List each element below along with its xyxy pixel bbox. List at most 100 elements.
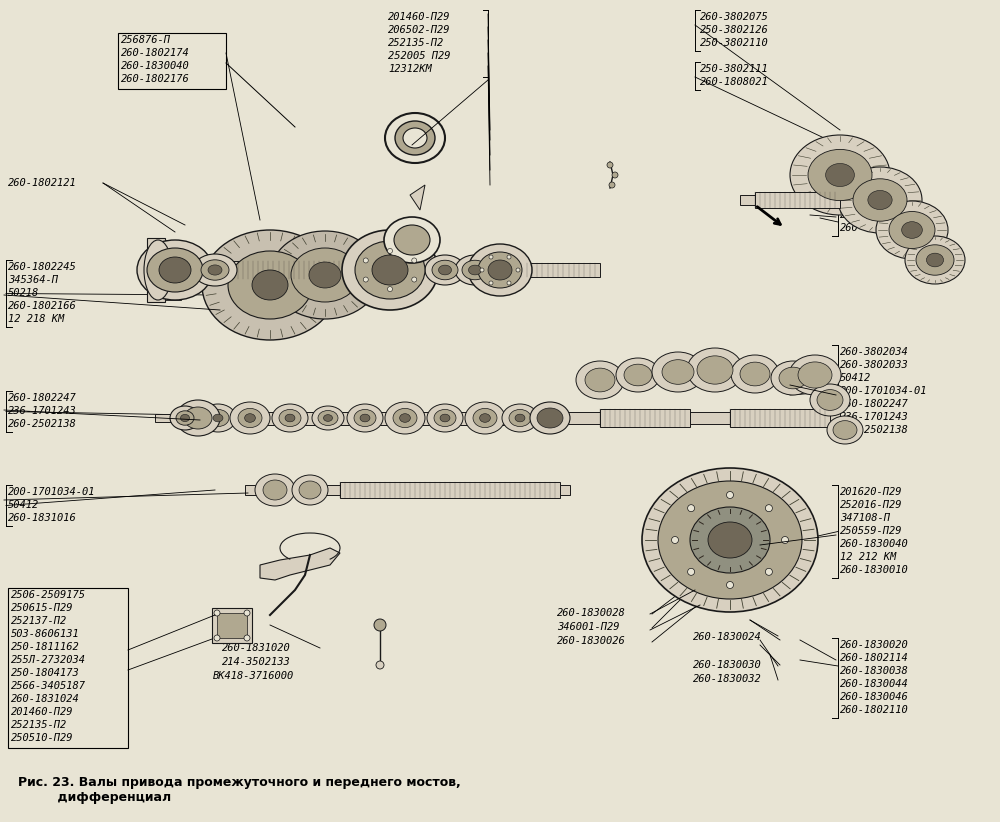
Circle shape bbox=[388, 287, 392, 292]
Circle shape bbox=[782, 537, 788, 543]
Text: 250559-П29: 250559-П29 bbox=[840, 526, 902, 536]
Text: 260-3802033: 260-3802033 bbox=[840, 360, 909, 370]
Text: 260-1802176: 260-1802176 bbox=[121, 74, 190, 84]
Text: 260-1831016: 260-1831016 bbox=[8, 513, 77, 523]
Text: 260-1802245: 260-1802245 bbox=[8, 262, 77, 272]
Ellipse shape bbox=[238, 409, 262, 427]
Text: 260-1808021: 260-1808021 bbox=[700, 77, 769, 87]
Ellipse shape bbox=[137, 240, 213, 300]
Ellipse shape bbox=[272, 404, 308, 432]
Text: 260-1830032: 260-1830032 bbox=[693, 674, 762, 684]
Ellipse shape bbox=[312, 406, 344, 430]
Circle shape bbox=[214, 635, 220, 641]
Circle shape bbox=[688, 505, 695, 511]
Text: 260-1831024: 260-1831024 bbox=[11, 694, 80, 704]
Ellipse shape bbox=[488, 260, 512, 280]
Text: 260-1830026: 260-1830026 bbox=[557, 636, 626, 646]
Circle shape bbox=[507, 255, 511, 259]
Text: 260-1802114: 260-1802114 bbox=[840, 653, 909, 663]
Text: 250615-П29: 250615-П29 bbox=[11, 603, 74, 613]
Text: 252135-П2: 252135-П2 bbox=[388, 38, 444, 48]
Ellipse shape bbox=[530, 402, 570, 434]
Circle shape bbox=[244, 610, 250, 616]
Text: 250-1804173: 250-1804173 bbox=[11, 668, 80, 678]
Ellipse shape bbox=[652, 352, 704, 392]
Text: 250-3802111: 250-3802111 bbox=[700, 64, 769, 74]
Ellipse shape bbox=[585, 368, 615, 392]
Circle shape bbox=[765, 505, 772, 511]
Text: 260-1802247: 260-1802247 bbox=[840, 399, 909, 409]
Ellipse shape bbox=[868, 191, 892, 210]
Ellipse shape bbox=[144, 240, 172, 300]
Ellipse shape bbox=[200, 404, 236, 432]
Ellipse shape bbox=[201, 260, 229, 280]
Circle shape bbox=[412, 277, 417, 282]
Ellipse shape bbox=[697, 356, 733, 384]
Ellipse shape bbox=[779, 367, 807, 389]
Circle shape bbox=[489, 281, 493, 285]
Ellipse shape bbox=[616, 358, 660, 392]
Text: 503-8606131: 503-8606131 bbox=[11, 629, 80, 639]
Ellipse shape bbox=[537, 408, 563, 428]
Text: 201460-П29: 201460-П29 bbox=[388, 12, 450, 22]
Ellipse shape bbox=[740, 363, 770, 386]
Text: 200-1701034-01: 200-1701034-01 bbox=[8, 487, 96, 497]
Ellipse shape bbox=[624, 364, 652, 386]
Ellipse shape bbox=[400, 413, 410, 423]
Ellipse shape bbox=[159, 257, 191, 283]
Text: 260-2502138: 260-2502138 bbox=[840, 425, 909, 435]
Polygon shape bbox=[410, 185, 425, 210]
Ellipse shape bbox=[576, 361, 624, 399]
Text: 260-1830028: 260-1830028 bbox=[557, 608, 626, 618]
Ellipse shape bbox=[889, 211, 935, 248]
Ellipse shape bbox=[434, 409, 456, 427]
Text: 260-1802206: 260-1802206 bbox=[840, 210, 909, 220]
Ellipse shape bbox=[432, 261, 458, 279]
Ellipse shape bbox=[180, 414, 190, 422]
Ellipse shape bbox=[473, 409, 497, 427]
Bar bbox=[208, 261, 490, 279]
Text: 256876-П: 256876-П bbox=[121, 35, 171, 45]
Ellipse shape bbox=[252, 270, 288, 300]
Text: 236-1701243: 236-1701243 bbox=[840, 412, 909, 422]
Ellipse shape bbox=[208, 265, 222, 275]
Bar bbox=[195, 412, 550, 424]
Ellipse shape bbox=[853, 179, 907, 221]
Text: 260-1830024: 260-1830024 bbox=[693, 632, 762, 642]
Text: ВК418-3716000: ВК418-3716000 bbox=[213, 671, 294, 681]
Ellipse shape bbox=[176, 411, 194, 425]
Ellipse shape bbox=[833, 421, 857, 439]
Bar bbox=[147, 238, 165, 302]
Text: 346001-П29: 346001-П29 bbox=[557, 622, 620, 632]
Bar bbox=[550, 412, 840, 424]
Bar bbox=[600, 409, 690, 427]
Ellipse shape bbox=[790, 135, 890, 215]
Circle shape bbox=[612, 172, 618, 178]
Ellipse shape bbox=[279, 409, 301, 427]
Ellipse shape bbox=[342, 230, 438, 310]
Text: 255Л-2732034: 255Л-2732034 bbox=[11, 655, 86, 665]
Ellipse shape bbox=[202, 230, 338, 340]
Text: 260-1802247: 260-1802247 bbox=[8, 393, 77, 403]
Polygon shape bbox=[260, 548, 340, 580]
Text: 12 212 КМ: 12 212 КМ bbox=[840, 552, 896, 562]
Text: 260-1830038: 260-1830038 bbox=[840, 666, 909, 676]
Ellipse shape bbox=[372, 255, 408, 285]
Ellipse shape bbox=[354, 409, 376, 427]
Circle shape bbox=[672, 537, 678, 543]
Text: 250510-П29: 250510-П29 bbox=[11, 733, 74, 743]
Bar bbox=[740, 195, 870, 205]
Ellipse shape bbox=[230, 402, 270, 434]
Ellipse shape bbox=[902, 222, 922, 238]
Ellipse shape bbox=[838, 167, 922, 233]
Ellipse shape bbox=[360, 414, 370, 422]
Ellipse shape bbox=[827, 416, 863, 444]
Ellipse shape bbox=[876, 201, 948, 259]
Text: 2506-2509175: 2506-2509175 bbox=[11, 590, 86, 600]
Ellipse shape bbox=[394, 225, 430, 255]
Ellipse shape bbox=[228, 251, 312, 319]
Circle shape bbox=[607, 162, 613, 168]
Ellipse shape bbox=[462, 261, 488, 279]
Text: 252005 П29: 252005 П29 bbox=[388, 51, 450, 61]
Circle shape bbox=[516, 268, 520, 272]
